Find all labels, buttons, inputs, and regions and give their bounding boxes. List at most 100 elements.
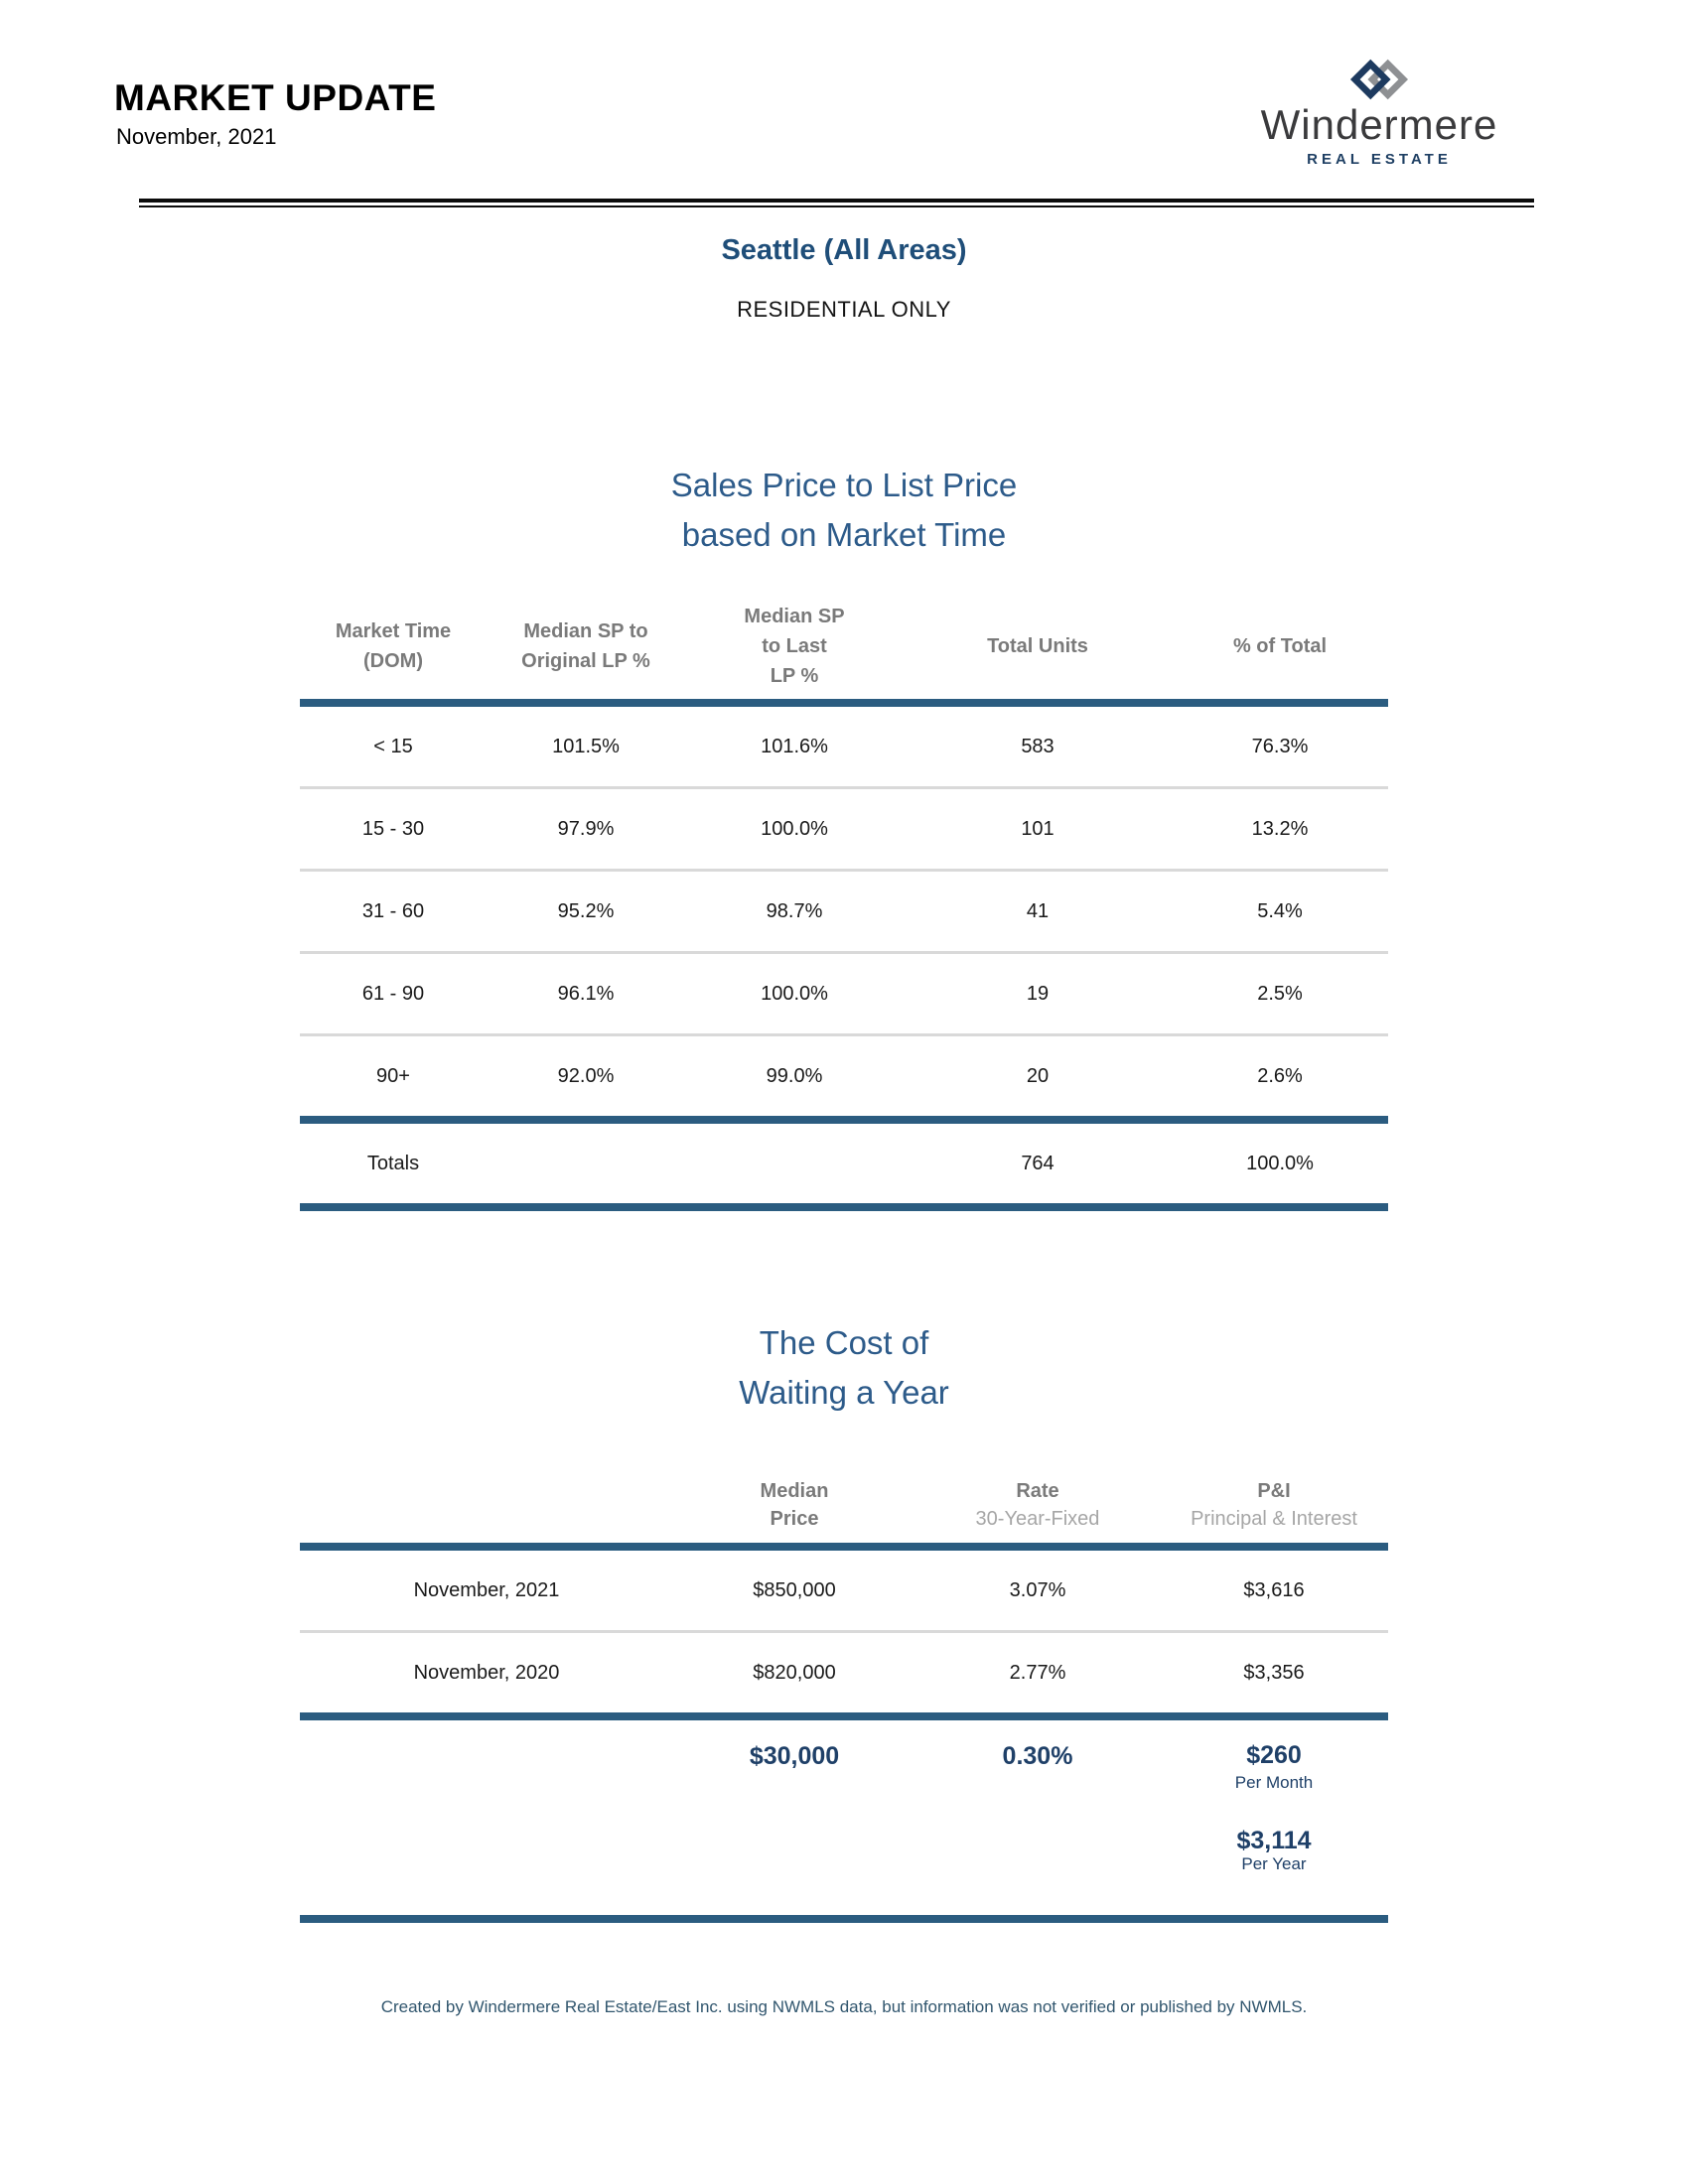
table1-totals-rule-top [300,1116,1388,1124]
cell-sp-last: 101.6% [761,735,828,757]
cell-pi: $3,356 [1243,1661,1305,1684]
table1-col-sp-original: Median SP to Original LP % [521,620,650,672]
col-label-bottom: Principal & Interest [1191,1508,1357,1530]
cell-sp-orig: 95.2% [557,899,615,922]
cost-of-waiting-table: Median Price Rate 30-Year-Fixed P&I Prin… [300,1447,1388,1923]
disclaimer-text: Created by Windermere Real Estate/East I… [380,1997,1308,2016]
cell-pi: $3,616 [1243,1578,1305,1601]
cell-units: 41 [1026,899,1050,922]
table1-title: Sales Price to List Price based on Marke… [670,467,1018,553]
cell-price: $850,000 [753,1578,836,1601]
cell-dom: 61 - 90 [361,982,425,1005]
row-separator [300,1630,1388,1633]
table2-summary-rule-top [300,1712,1388,1720]
doc-title: MARKET UPDATE [114,77,437,118]
cell-sp-orig: 96.1% [557,982,615,1005]
table-row: 61 - 90 96.1% 100.0% 19 2.5% [300,954,1388,1033]
row-separator [300,951,1388,954]
table2-col-rate: Rate 30-Year-Fixed [915,1447,1160,1543]
cell-sp-orig: 101.5% [552,735,620,757]
cell-pct: 5.4% [1257,899,1303,922]
totals-label: Totals [366,1152,420,1174]
row-separator [300,786,1388,789]
table1-header-rule [300,699,1388,707]
pi-month-value: $260 [1246,1741,1302,1769]
sales-price-table: Market Time (DOM) Median SP to Original … [300,594,1388,1211]
summary-pi-year: $3,114 Per Year [1160,1827,1388,1915]
cell-pct: 2.5% [1257,982,1303,1005]
cell-pct: 13.2% [1251,817,1309,840]
table1-col-sp-last: Median SP to Last LP % [744,606,845,687]
totals-empty [685,1124,904,1203]
cell-rate: 2.77% [1009,1661,1066,1684]
logo-brand-text: Windermere [1260,101,1498,148]
row-separator [300,1033,1388,1036]
table2-col-median-price: Median Price [673,1447,915,1543]
cell-sp-orig: 97.9% [557,817,615,840]
per-month-label: Per Month [1234,1772,1314,1792]
table-row: 31 - 60 95.2% 98.7% 41 5.4% [300,872,1388,951]
cell-units: 19 [1026,982,1050,1005]
col-label-bottom: 30-Year-Fixed [975,1508,1100,1530]
summary-empty [300,1720,673,1828]
table-row: 15 - 30 97.9% 100.0% 101 13.2% [300,789,1388,869]
windermere-logo: Windermere REAL ESTATE [1247,56,1511,168]
table-row: < 15 101.5% 101.6% 583 76.3% [300,707,1388,786]
cell-sp-orig: 92.0% [557,1064,615,1087]
totals-units: 764 [1021,1152,1055,1174]
pi-year-value: $3,114 [1236,1827,1312,1854]
doc-date: November, 2021 [116,124,277,149]
table2-title: The Cost of Waiting a Year [739,1324,949,1411]
cell-sp-last: 99.0% [766,1064,823,1087]
summary-row-differences: $30,000 0.30% $260 Per Month [300,1720,1388,1828]
cell-pct: 2.6% [1257,1064,1303,1087]
summary-empty [673,1828,915,1915]
logo-tagline: REAL ESTATE [1307,151,1452,169]
cell-sp-last: 98.7% [766,899,823,922]
windermere-w-icon [1349,59,1409,100]
table1-col-pct-total: % of Total [1232,635,1328,657]
col-label-top: Median [760,1480,829,1502]
area-title: Seattle (All Areas) [721,234,967,266]
cell-units: 583 [1021,735,1055,757]
summary-empty [915,1828,1160,1915]
table1-col-total-units: Total Units [987,635,1088,657]
table1-col-market-time: Market Time (DOM) [335,620,452,672]
cell-dom: 90+ [376,1064,410,1087]
row-separator [300,869,1388,872]
cell-period: November, 2020 [413,1661,560,1684]
table-row: November, 2020 $820,000 2.77% $3,356 [300,1633,1388,1712]
area-subtitle: RESIDENTIAL ONLY [737,297,951,322]
table2-header-row: Median Price Rate 30-Year-Fixed P&I Prin… [300,1447,1388,1543]
table2-col-empty [300,1447,673,1543]
cell-sp-last: 100.0% [761,817,828,840]
col-label-top: P&I [1257,1480,1291,1502]
table2-bottom-rule [300,1915,1388,1923]
cell-units: 101 [1021,817,1055,840]
cell-rate: 3.07% [1009,1578,1066,1601]
table1-header-row: Market Time (DOM) Median SP to Original … [300,594,1388,699]
summary-empty [300,1828,673,1915]
per-year-label: Per Year [1241,1853,1307,1873]
table-row: November, 2021 $850,000 3.07% $3,616 [300,1551,1388,1630]
summary-row-per-year: $3,114 Per Year [300,1827,1388,1915]
cell-dom: < 15 [373,735,413,757]
col-label-top: Rate [1016,1480,1059,1502]
col-label-bottom: Price [770,1508,819,1530]
totals-row: Totals 764 100.0% [300,1124,1388,1203]
table1-totals-rule-bottom [300,1203,1388,1211]
summary-pi-month: $260 Per Month [1160,1720,1388,1828]
cell-period: November, 2021 [413,1578,560,1601]
summary-price-diff: $30,000 [749,1742,840,1770]
cell-dom: 15 - 30 [361,817,425,840]
totals-empty [487,1124,685,1203]
cell-dom: 31 - 60 [361,899,425,922]
cell-units: 20 [1026,1064,1050,1087]
summary-rate-diff: 0.30% [1002,1742,1073,1770]
header-divider [139,199,1534,207]
totals-pct: 100.0% [1246,1152,1314,1174]
cell-sp-last: 100.0% [761,982,828,1005]
table2-col-pi: P&I Principal & Interest [1160,1447,1388,1543]
cell-pct: 76.3% [1251,735,1309,757]
